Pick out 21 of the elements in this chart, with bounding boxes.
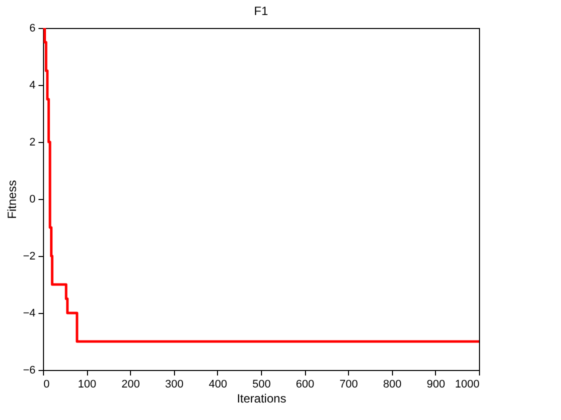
x-tick-label: 500 [252,378,271,390]
x-tick-label: 300 [165,378,184,390]
y-tick-label: 6 [29,22,36,34]
x-tick-label: 800 [383,378,402,390]
x-tick-label: 100 [78,378,96,390]
x-tick-label: 700 [340,378,358,390]
y-tick-label: 4 [29,80,36,92]
x-tick-label: 900 [426,378,446,390]
x-tick-label: 600 [296,378,314,390]
x-axis-title: Iterations [236,392,286,406]
x-tick-label: 1000 [455,378,480,390]
x-tick-label: 200 [122,378,140,390]
y-axis-title: Fitness [4,180,19,219]
y-tick-label: −4 [22,308,36,320]
x-tick-label: 400 [208,378,228,390]
y-tick-label: 0 [29,194,36,206]
chart-title: F1 [254,4,268,18]
y-tick-label: −6 [22,364,36,376]
y-tick-label: −2 [22,250,36,262]
x-tick-label: 0 [44,378,50,390]
y-tick-label: 2 [29,136,36,148]
